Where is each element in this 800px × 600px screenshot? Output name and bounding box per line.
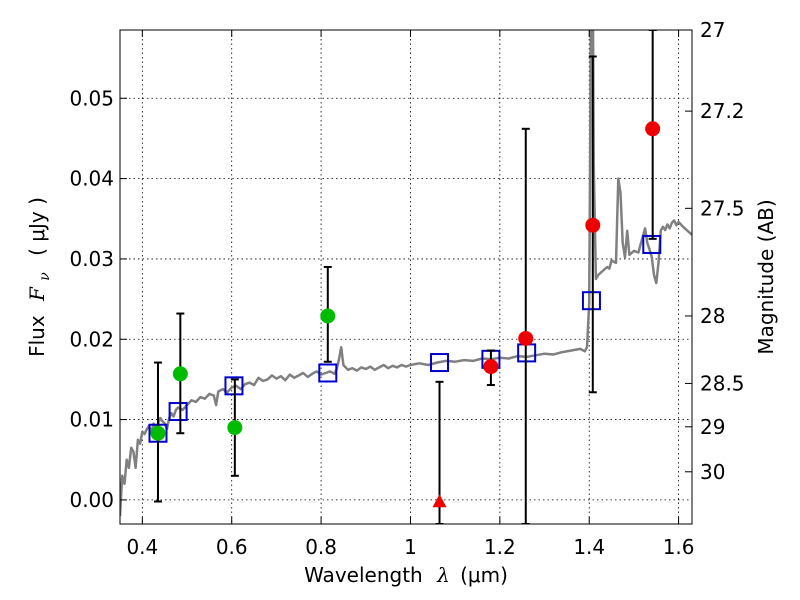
- x-axis-label-symbol: λ: [436, 563, 450, 587]
- x-tick-label: 1.2: [484, 535, 516, 559]
- y-tick-label: 0.02: [69, 327, 114, 351]
- x-tick-label: 0.4: [126, 535, 158, 559]
- y2-tick-label: 27.2: [700, 99, 745, 123]
- upper-limit-point: [432, 494, 447, 508]
- x-tick-label: 1: [404, 535, 417, 559]
- observed-optical-series: [150, 308, 336, 441]
- upper-limit-series: [432, 494, 447, 508]
- observed-optical-point: [172, 366, 188, 382]
- y-tick-label: 0.01: [69, 408, 114, 432]
- y2-tick-label: 30: [700, 460, 725, 484]
- y-axis-label: Flux F ν ( μJy ): [25, 197, 54, 357]
- model-spectrum-line: [120, 30, 692, 517]
- x-tick-labels: 0.4 0.6 0.8 1 1.2 1.4 1.6: [126, 535, 694, 559]
- y-tick-label: 0.00: [69, 488, 114, 512]
- grid-lines: [120, 30, 692, 524]
- x-tick-label: 0.6: [216, 535, 248, 559]
- x-axis-label: Wavelength λ (μm): [304, 563, 508, 587]
- observed-optical-point: [150, 425, 166, 441]
- x-tick-label: 1.4: [573, 535, 605, 559]
- x-axis-label-unit: (μm): [460, 563, 508, 587]
- observed-optical-point: [227, 420, 243, 436]
- y2-tick-label: 28.5: [700, 371, 745, 395]
- y2-tick-label: 27: [700, 18, 725, 42]
- y2-tick-label: 29: [700, 415, 725, 439]
- model-photometry-point: [318, 363, 338, 383]
- observed-nir-point: [518, 330, 534, 346]
- observed-nir-point: [645, 121, 661, 137]
- x-tick-label: 1.6: [663, 535, 695, 559]
- observed-nir-series: [483, 121, 661, 375]
- y2-axis-label: Magnitude (AB): [754, 199, 778, 354]
- y-axis-label-prefix: Flux: [25, 315, 49, 357]
- observed-optical-point: [320, 308, 336, 324]
- y-tick-labels: 0.00 0.01 0.02 0.03 0.04 0.05: [69, 86, 114, 512]
- observed-nir-point: [585, 217, 601, 233]
- observed-nir-point: [483, 359, 499, 375]
- model-photometry-point: [581, 291, 601, 311]
- plot-content: [120, 30, 692, 524]
- y2-tick-label: 28: [700, 304, 725, 328]
- y2-tick-labels: 27 27.2 27.5 28 28.5 29 30: [700, 18, 745, 484]
- y-axis-label-unit: ( μJy ): [25, 197, 49, 256]
- y-tick-label: 0.05: [69, 86, 114, 110]
- y-axis-label-subscript: ν: [37, 272, 53, 281]
- x-axis-label-prefix: Wavelength: [304, 563, 423, 587]
- model-photometry-point: [430, 353, 450, 373]
- model-photometry-point: [168, 402, 188, 422]
- axis-ticks: [120, 29, 692, 524]
- plot-frame: [119, 29, 693, 525]
- x-tick-label: 0.8: [305, 535, 337, 559]
- y-tick-label: 0.03: [69, 247, 114, 271]
- y-tick-label: 0.04: [69, 167, 114, 191]
- y-axis-label-symbol: F: [25, 286, 49, 302]
- y2-tick-label: 27.5: [700, 196, 745, 220]
